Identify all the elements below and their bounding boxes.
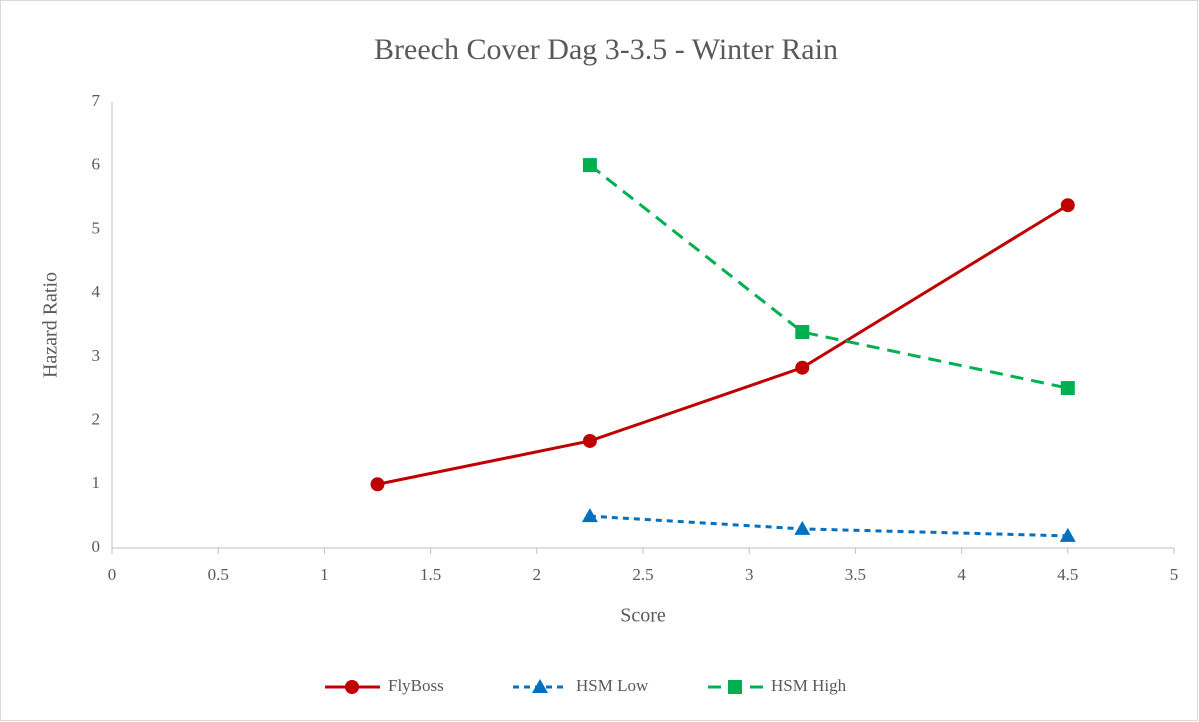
legend-marker [532, 679, 548, 693]
series-line [588, 163, 1069, 390]
legend-marker [728, 680, 742, 694]
data-point [795, 325, 810, 340]
y-tick-label: 6 [92, 155, 101, 174]
data-point [582, 158, 597, 173]
data-point [1059, 527, 1076, 542]
data-point [581, 508, 598, 523]
x-tick-label: 1.5 [420, 565, 441, 584]
x-tick-label: 0 [108, 565, 117, 584]
x-tick-label: 1 [320, 565, 329, 584]
x-tick-label: 2.5 [632, 565, 653, 584]
legend-marker [345, 680, 359, 694]
legend-label: HSM High [771, 676, 847, 695]
data-point [370, 477, 385, 492]
data-point [794, 520, 811, 535]
x-tick-label: 4.5 [1057, 565, 1078, 584]
series-line [377, 203, 1069, 486]
y-tick-label: 2 [92, 409, 101, 428]
x-tick-label: 3.5 [845, 565, 866, 584]
data-point [1060, 381, 1075, 396]
x-tick-label: 0.5 [208, 565, 229, 584]
chart-title: Breech Cover Dag 3-3.5 - Winter Rain [374, 33, 838, 66]
data-point [795, 360, 810, 375]
x-axis-title: Score [620, 605, 666, 627]
y-tick-label: 3 [92, 346, 101, 365]
x-tick-label: 4 [957, 565, 966, 584]
y-tick-label: 0 [92, 537, 101, 556]
data-point [1060, 198, 1075, 213]
y-tick-label: 7 [92, 91, 101, 110]
x-tick-label: 3 [745, 565, 754, 584]
x-tick-label: 2 [533, 565, 542, 584]
legend-label: FlyBoss [388, 676, 444, 695]
legend-label: HSM Low [576, 676, 649, 695]
data-point [582, 433, 597, 448]
y-tick-label: 5 [92, 218, 101, 237]
x-tick-label: 5 [1170, 565, 1179, 584]
y-axis-title: Hazard Ratio [40, 272, 62, 378]
y-tick-label: 1 [92, 473, 101, 492]
y-tick-label: 4 [92, 282, 101, 301]
